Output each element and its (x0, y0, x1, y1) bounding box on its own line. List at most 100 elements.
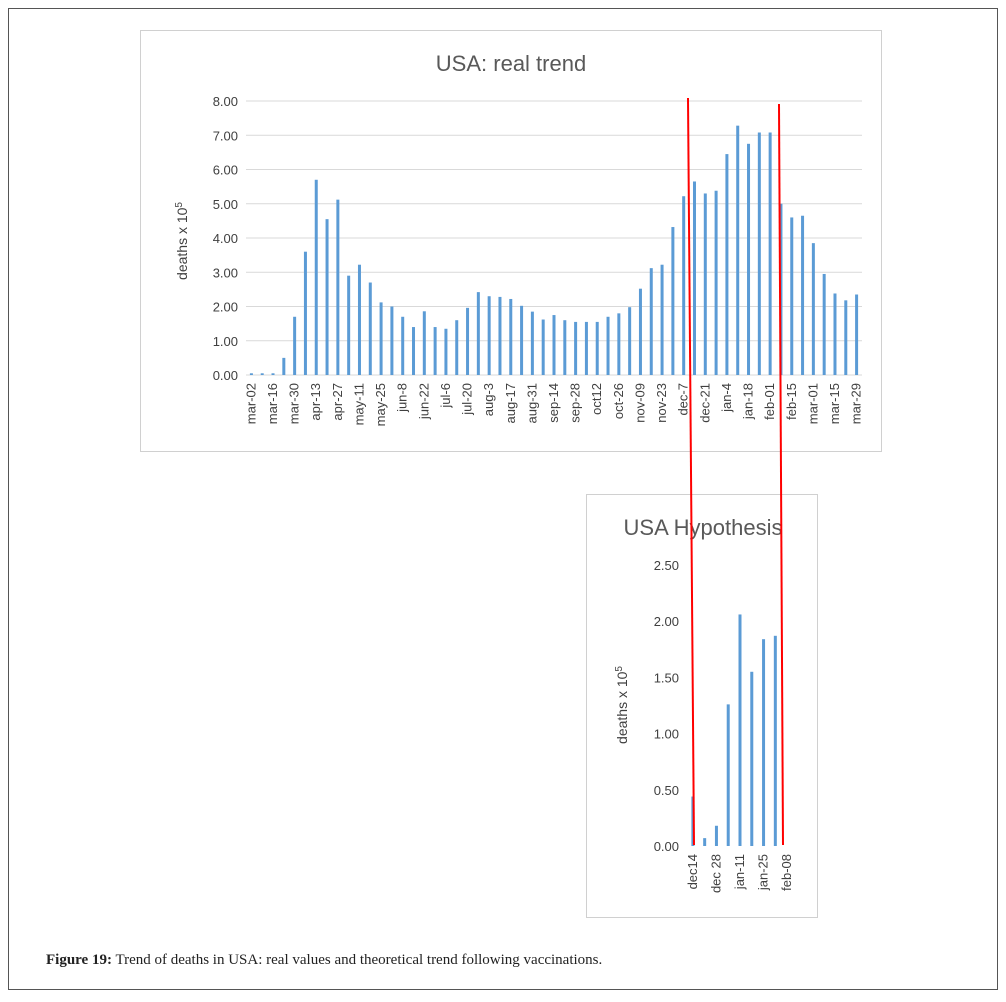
real-trend-y-axis-title: deaths x 105 (174, 202, 190, 280)
x-category-label: dec 28 (708, 854, 723, 893)
bar (855, 294, 859, 375)
bar (487, 296, 491, 375)
real-trend-chart: USA: real trend 0.00 1.00 2.00 3.00 4.00 5.00… (174, 51, 864, 426)
bar (509, 298, 513, 375)
y-tick-label: 5.00 (213, 197, 238, 212)
x-category-label: may-25 (373, 383, 388, 426)
x-category-label: nov-09 (632, 383, 647, 423)
bar (595, 321, 599, 375)
x-category-label: nov-23 (654, 383, 669, 423)
bar (422, 311, 426, 375)
bar (412, 327, 416, 375)
x-category-label: sep-14 (546, 383, 561, 423)
bar (801, 215, 805, 375)
bar (260, 373, 264, 375)
x-category-label: feb-01 (762, 383, 777, 420)
bar (325, 219, 329, 375)
bar (541, 319, 545, 375)
bar (833, 293, 837, 375)
x-category-label: oct-26 (611, 383, 626, 419)
x-category-label: feb-15 (784, 383, 799, 420)
x-category-label: jul-6 (438, 383, 453, 409)
bar (790, 217, 794, 375)
figure-caption-label: Figure 19: (46, 952, 112, 968)
hypothesis-chart: USA Hypothesis 0.000.501.001.502.002.50 … (614, 515, 794, 893)
x-category-label: mar-02 (243, 383, 258, 424)
bar (574, 321, 578, 375)
x-category-label: aug-3 (481, 383, 496, 416)
x-category-label: mar-15 (827, 383, 842, 424)
bar (455, 320, 459, 375)
bar (293, 316, 297, 375)
y-tick-label: 1.00 (213, 334, 238, 349)
bar (390, 306, 394, 375)
bar (466, 307, 470, 375)
bar (347, 275, 351, 375)
bar (725, 154, 729, 375)
bar (692, 181, 696, 375)
bar (606, 316, 610, 375)
x-category-label: jan-25 (756, 854, 771, 891)
hypothesis-chart-panel: USA Hypothesis 0.00 0.50 1.00 1.50 2.00 2.50 … (586, 494, 818, 918)
bar (703, 838, 707, 846)
figure-caption: Figure 19: Trend of deaths in USA: real … (46, 952, 602, 969)
x-category-label: dec14 (685, 854, 700, 889)
bar (444, 328, 448, 375)
bar (736, 125, 740, 375)
x-category-label: aug-17 (503, 383, 518, 423)
x-category-label: mar-16 (265, 383, 280, 424)
bar (617, 313, 621, 375)
bar (703, 193, 707, 375)
bar (757, 132, 761, 375)
x-category-label: jun-8 (395, 383, 410, 413)
bar (660, 264, 664, 375)
bar (271, 373, 275, 375)
x-category-label: apr-27 (330, 383, 345, 421)
y-tick-label: 8.00 (213, 94, 238, 109)
x-category-label: oct12 (589, 383, 604, 415)
bar (282, 357, 286, 375)
figure-caption-text: Trend of deaths in USA: real values and … (111, 952, 603, 968)
bar (368, 282, 372, 375)
bar (433, 327, 437, 375)
hypothesis-y-axis-title: deaths x 105 (614, 666, 630, 744)
y-tick-label: 0.00 (654, 839, 679, 854)
bar (726, 704, 730, 846)
bar (682, 196, 686, 375)
bar (811, 243, 815, 375)
y-tick-label: 2.00 (654, 614, 679, 629)
figure-frame (8, 8, 998, 990)
y-tick-label: 2.50 (654, 558, 679, 573)
bar (779, 203, 783, 375)
x-category-label: feb-08 (779, 854, 794, 891)
real-trend-chart-title: USA: real trend (436, 51, 586, 76)
x-category-label: may-11 (351, 383, 366, 425)
bar (638, 288, 642, 375)
y-tick-label: 4.00 (213, 231, 238, 246)
bar (357, 264, 361, 375)
real-trend-chart-panel: USA: real trend 0.00 1.00 2.00 3.00 4.00 5.00… (140, 30, 882, 452)
x-category-label: mar-01 (805, 383, 820, 424)
x-category-label: jan-18 (741, 383, 756, 420)
bar (336, 199, 340, 375)
bar (762, 639, 766, 846)
x-category-label: aug-31 (524, 383, 539, 423)
bar (552, 315, 556, 375)
bar (773, 635, 777, 846)
x-category-label: apr-13 (308, 383, 323, 421)
bar (476, 292, 480, 375)
bar (628, 307, 632, 375)
x-category-label: jan-11 (732, 854, 747, 890)
x-category-label: sep-28 (568, 383, 583, 423)
bar (714, 190, 718, 375)
bar (530, 311, 534, 375)
y-tick-label: 6.00 (213, 163, 238, 178)
bar (249, 373, 253, 375)
bar (738, 614, 742, 846)
bar (691, 796, 695, 846)
bar (714, 825, 718, 846)
y-tick-label: 1.50 (654, 670, 679, 685)
bar (401, 316, 405, 375)
hypothesis-chart-title: USA Hypothesis (624, 515, 783, 540)
y-tick-label: 0.00 (213, 368, 238, 383)
